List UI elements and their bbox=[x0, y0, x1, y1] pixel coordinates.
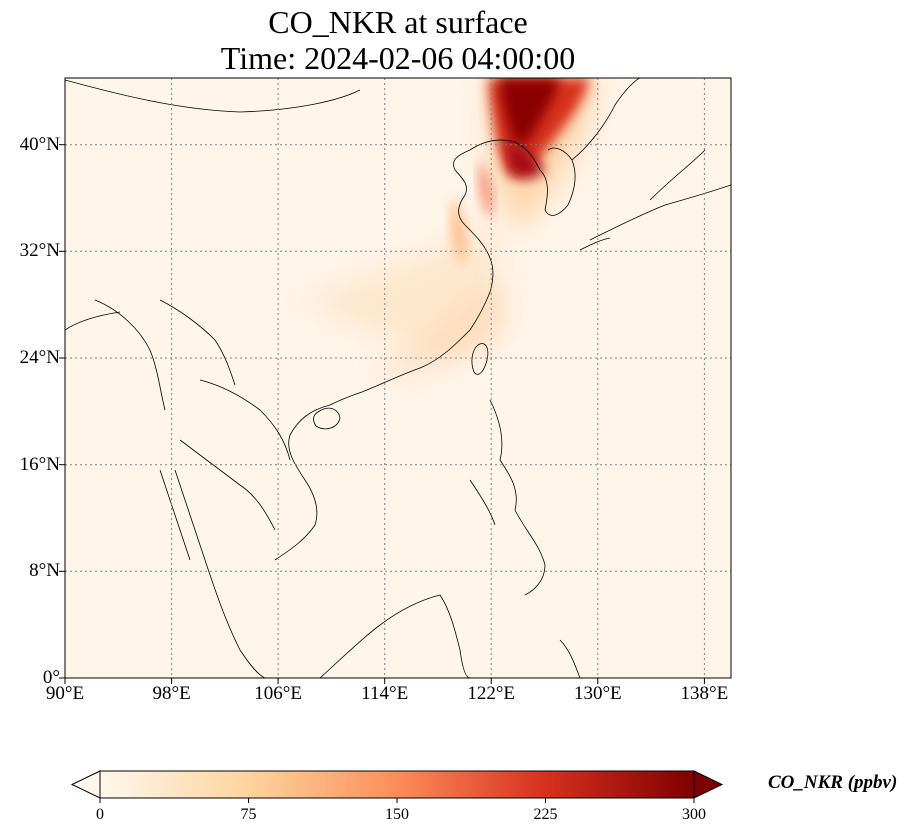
colorbar-gradient bbox=[100, 771, 694, 798]
lat-tick-label: 16°N bbox=[19, 454, 60, 475]
map-subtitle-time: Time: 2024-02-06 04:00:00 bbox=[220, 40, 576, 76]
colorbar-tick-label: 150 bbox=[385, 806, 409, 823]
map-title: CO_NKR at surface bbox=[268, 4, 528, 40]
lon-tick-label: 130°E bbox=[573, 683, 622, 704]
lat-tick-label: 24°N bbox=[19, 347, 60, 368]
map-background bbox=[65, 78, 731, 678]
colorbar-label: CO_NKR (ppbv) bbox=[768, 772, 898, 793]
lon-tick-label: 138°E bbox=[680, 683, 729, 704]
lon-tick-label: 106°E bbox=[254, 683, 302, 704]
colorbar-tick-label: 75 bbox=[240, 806, 257, 823]
colorbar-extend-max bbox=[693, 770, 724, 799]
lon-tick-label: 114°E bbox=[361, 683, 409, 704]
lat-tick-label: 8°N bbox=[29, 560, 60, 581]
colorbar-tick-label: 300 bbox=[682, 806, 706, 823]
coastlines bbox=[65, 78, 731, 678]
co-concentration-field bbox=[300, 78, 600, 380]
lat-tick-label: 40°N bbox=[19, 134, 60, 155]
gridlines bbox=[65, 78, 731, 678]
lon-tick-label: 90°E bbox=[45, 683, 85, 704]
colorbar-extend-min bbox=[70, 770, 101, 799]
colorbar-tick-label: 0 bbox=[96, 806, 104, 823]
axis-tick-marks bbox=[59, 144, 705, 684]
lon-tick-label: 98°E bbox=[152, 683, 191, 704]
map-plot-area bbox=[65, 78, 731, 678]
lat-tick-label: 0° bbox=[42, 667, 60, 688]
lon-tick-label: 122°E bbox=[467, 683, 516, 704]
colorbar-tick-label: 225 bbox=[533, 806, 558, 823]
lat-tick-label: 32°N bbox=[19, 240, 60, 261]
map-border bbox=[64, 77, 732, 679]
colorbar bbox=[70, 770, 724, 803]
